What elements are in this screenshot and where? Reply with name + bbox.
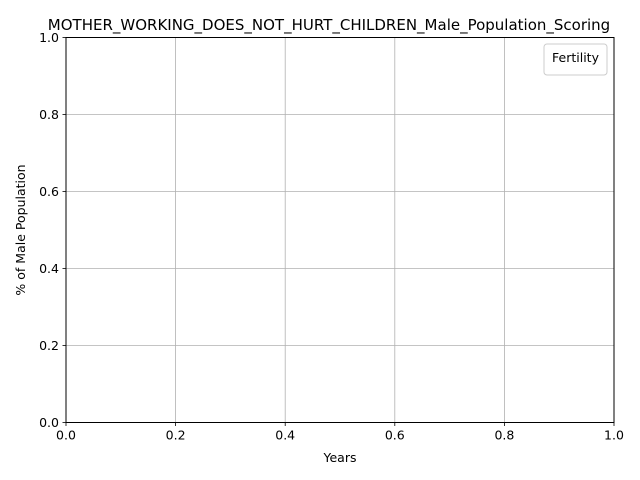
chart-title: MOTHER_WORKING_DOES_NOT_HURT_CHILDREN_Ma… [48,16,610,35]
y-tick-label: 0.2 [39,338,59,353]
x-tick-label: 0.8 [494,428,514,443]
y-tick-label: 0.0 [39,415,59,430]
y-tick-label: 0.8 [39,107,59,122]
x-tick-label: 0.0 [56,428,76,443]
grid [65,37,615,423]
legend-box [543,43,608,76]
y-tick-label: 0.4 [39,261,59,276]
legend-title: Fertility [552,50,600,65]
y-tick-label: 1.0 [39,30,59,45]
x-axis-label: Years [323,450,357,465]
legend: Fertility [543,43,608,76]
x-tick-label: 0.4 [275,428,295,443]
x-tick-label: 0.2 [166,428,186,443]
x-axis: 0.0 0.2 0.4 0.6 0.8 1.0 [56,422,624,443]
y-axis-label: % of Male Population [13,164,28,295]
y-tick-label: 0.6 [39,184,59,199]
x-tick-label: 0.6 [385,428,405,443]
plot-frame [65,37,615,423]
y-axis: 0.0 0.2 0.4 0.6 0.8 1.0 [39,30,66,430]
x-tick-label: 1.0 [604,428,624,443]
